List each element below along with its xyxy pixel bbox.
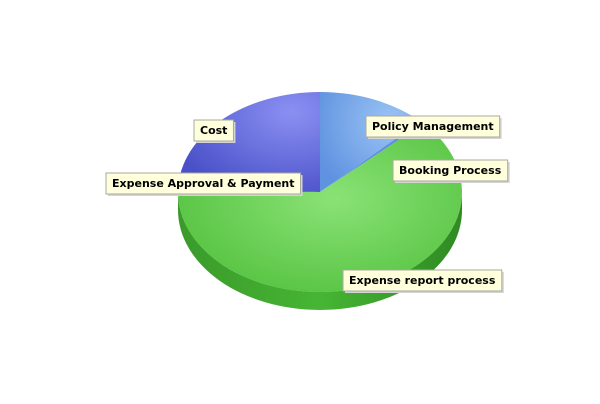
label-box — [193, 119, 234, 142]
slice-label-policy-management: Policy Management — [365, 115, 502, 139]
pie-slice-cost — [178, 92, 320, 192]
label-box — [342, 269, 503, 292]
slice-label-expense-approval-payment: Expense Approval & Payment — [105, 172, 303, 196]
slice-label-expense-report-process: Expense report process — [342, 269, 504, 293]
label-box — [392, 159, 509, 182]
slice-label-text: Expense report process — [349, 274, 496, 287]
pie-slice-expense-report-process — [178, 123, 462, 292]
slice-label-text: Cost — [200, 124, 227, 137]
slice-label-text: Expense Approval & Payment — [112, 177, 295, 190]
slice-label-cost: Cost — [193, 119, 236, 143]
label-box — [105, 172, 302, 195]
slice-label-text: Booking Process — [399, 164, 502, 177]
label-box — [365, 115, 501, 138]
slice-label-text: Policy Management — [372, 120, 494, 133]
slice-label-booking-process: Booking Process — [392, 159, 510, 183]
